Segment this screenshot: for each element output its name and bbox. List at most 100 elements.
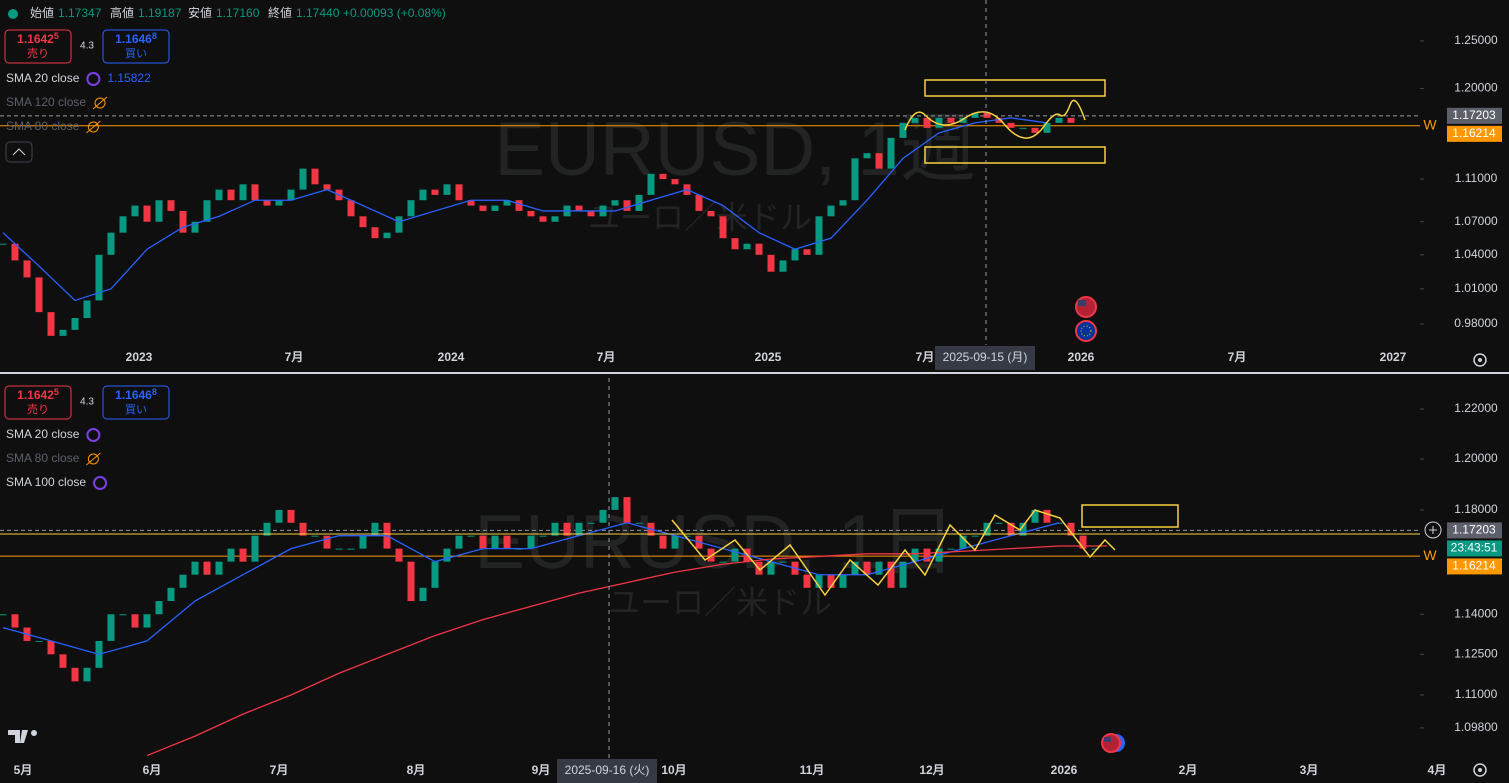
y-tick-label: 1.20000	[1454, 451, 1498, 465]
candle-body	[263, 200, 271, 206]
price-tag-label: 1.16214	[1452, 126, 1496, 140]
y-tick-label: 1.07000	[1454, 214, 1498, 228]
visibility-icon[interactable]	[93, 476, 108, 490]
candle-body	[1007, 122, 1015, 128]
candle-body	[467, 200, 475, 206]
price-tag	[1447, 125, 1502, 142]
x-tick-label: 8月	[407, 763, 426, 777]
candle-body	[467, 535, 475, 537]
settings-button[interactable]	[1473, 763, 1487, 777]
price-tag	[1447, 558, 1502, 575]
candle-body	[287, 189, 295, 201]
candle-body	[83, 300, 91, 319]
candle-body	[0, 614, 7, 616]
x-tick-label: 2025	[755, 350, 782, 364]
candle-body	[419, 587, 427, 602]
candle-body	[251, 184, 259, 201]
candle-body	[347, 548, 355, 550]
indicator-name[interactable]: SMA 20 close	[6, 71, 80, 85]
indicator-name[interactable]: SMA 120 close	[6, 95, 86, 109]
candle-body	[311, 535, 319, 537]
visibility-icon[interactable]	[94, 97, 106, 109]
sell-label: 売り	[27, 47, 49, 60]
buy-button[interactable]	[102, 29, 170, 64]
candle-body	[575, 522, 583, 536]
close-value: 1.17440	[296, 6, 340, 20]
candle-body	[935, 117, 943, 128]
y-tick-label: 1.01000	[1454, 281, 1498, 295]
box	[1081, 504, 1179, 528]
settings-button[interactable]	[1473, 353, 1487, 367]
candle-body	[71, 318, 79, 330]
sell-button[interactable]	[4, 385, 72, 420]
candle-body	[851, 158, 859, 201]
candle-body	[875, 153, 883, 169]
candle-body	[359, 216, 367, 228]
candle-body	[443, 184, 451, 195]
candle-body	[47, 312, 55, 336]
wave	[671, 509, 1116, 597]
sell-button[interactable]	[4, 29, 72, 64]
candle-body	[719, 216, 727, 239]
close-label: 終値	[268, 5, 292, 20]
candle-body	[839, 574, 847, 588]
x-tick-label: 2026	[1068, 350, 1095, 364]
candle-body	[527, 210, 535, 217]
candle-body	[635, 522, 643, 524]
candle-body	[419, 189, 427, 201]
candle-body	[431, 561, 439, 588]
event-flag[interactable]	[1075, 296, 1097, 318]
candle-body	[731, 548, 739, 562]
visibility-icon	[86, 120, 101, 134]
candle-body	[383, 232, 391, 239]
high-value: 1.19187	[138, 6, 182, 20]
candle-body	[275, 509, 283, 523]
visibility-icon[interactable]	[86, 428, 101, 442]
candle-body	[731, 238, 739, 250]
x-tick-label: 7月	[270, 763, 289, 777]
drawings	[0, 79, 1420, 597]
candle-body	[719, 561, 727, 563]
candle-body	[0, 243, 7, 245]
watermark: EURUSD, 1日	[474, 500, 955, 585]
x-tick-label: 3月	[1300, 763, 1319, 777]
indicator-name[interactable]: SMA 100 close	[6, 475, 86, 489]
candle-body	[1091, 548, 1099, 550]
candle-body	[107, 232, 115, 255]
candle-body	[1019, 127, 1027, 129]
visibility-icon[interactable]	[87, 453, 99, 465]
candle-body	[203, 561, 211, 575]
candle-body	[215, 561, 223, 575]
candle-body	[455, 535, 463, 549]
add-button[interactable]	[1424, 521, 1442, 539]
event-flag[interactable]	[1075, 320, 1097, 342]
candle-body	[599, 509, 607, 523]
y-tick-label: 1.22000	[1454, 401, 1498, 415]
visibility-icon[interactable]	[87, 121, 99, 133]
indicator-name[interactable]: SMA 80 close	[6, 451, 80, 465]
pip: 8	[152, 387, 157, 397]
y-tick-label: 1.18000	[1454, 502, 1498, 516]
candle-body	[635, 194, 643, 211]
x-tick-label: 2026	[1051, 763, 1078, 777]
indicator-name[interactable]: SMA 80 close	[6, 119, 80, 133]
watermark: EURUSD, 1週	[494, 107, 975, 192]
candle-body	[71, 667, 79, 682]
indicator-name[interactable]: SMA 20 close	[6, 427, 80, 441]
visibility-icon[interactable]	[86, 72, 101, 86]
candle-body	[95, 254, 103, 301]
candle-body	[923, 548, 931, 562]
candle-body	[323, 184, 331, 190]
candle-body	[947, 548, 955, 550]
event-flag[interactable]	[1101, 733, 1125, 753]
candle-body	[455, 184, 463, 201]
buy-button[interactable]	[102, 385, 170, 420]
x-tick-label: 7月	[285, 350, 304, 364]
candle-body	[527, 535, 535, 549]
candle-body	[167, 200, 175, 211]
collapse-button[interactable]	[5, 141, 33, 163]
tradingview-logo	[8, 730, 37, 743]
crosshair-tag	[557, 759, 657, 783]
